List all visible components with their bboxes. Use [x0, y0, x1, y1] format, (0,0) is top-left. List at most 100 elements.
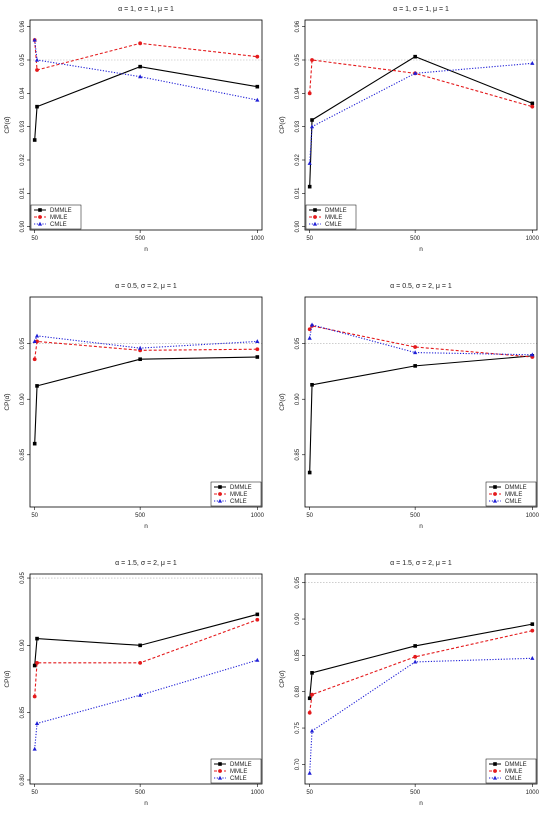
y-tick-label: 0.70 — [295, 758, 301, 770]
data-point-dmmle — [32, 663, 37, 668]
y-tick-label: 0.94 — [295, 87, 301, 99]
data-point-cmle — [34, 721, 40, 726]
data-point-dmmle — [138, 64, 142, 69]
legend-marker — [492, 498, 498, 503]
series-cmle — [32, 37, 260, 102]
y-axis-label: CP(σ̂) — [279, 670, 286, 687]
series-dmmle — [32, 64, 260, 142]
data-point-cmle — [307, 770, 312, 775]
y-tick-label: 0.85 — [20, 706, 26, 718]
series-line-cmle — [309, 324, 533, 356]
y-tick-label: 0.90 — [295, 613, 301, 625]
data-point-mmle — [32, 694, 37, 699]
legend-label: CMLE — [325, 222, 342, 228]
data-point-mmle — [530, 104, 535, 109]
series-dmmle — [32, 355, 260, 446]
data-point-dmmle — [307, 696, 312, 701]
x-tick-label: 50 — [31, 513, 38, 519]
data-point-mmle — [310, 692, 314, 697]
legend-marker — [38, 208, 42, 212]
y-tick-label: 0.94 — [20, 87, 26, 99]
legend-label: MMLE — [230, 769, 247, 775]
series-dmmle — [307, 354, 535, 475]
data-point-cmle — [32, 746, 37, 751]
x-tick-label: 500 — [135, 513, 146, 519]
chart-panel-6: α = 1.5, σ = 2, μ = 1 0.70 0.75 0.80 0.85 0.9… — [279, 560, 540, 807]
y-tick-label: 0.90 — [20, 393, 26, 405]
x-tick-label: 50 — [306, 513, 313, 519]
y-tick-label: 0.85 — [20, 448, 26, 460]
plot-frame — [29, 296, 263, 508]
data-point-cmle — [255, 97, 260, 102]
data-point-mmle — [307, 91, 312, 96]
x-tick-label: 50 — [31, 236, 38, 242]
data-point-mmle — [35, 68, 39, 72]
legend-marker — [493, 485, 497, 489]
y-tick-label: 0.90 — [295, 393, 301, 405]
y-tick-label: 0.85 — [295, 448, 301, 460]
data-point-mmle — [530, 628, 535, 633]
x-tick-label: 50 — [306, 236, 313, 242]
series-line-cmle — [309, 657, 533, 774]
data-point-cmle — [255, 339, 260, 344]
y-tick-label: 0.95 — [295, 337, 301, 349]
series-cmle — [307, 655, 535, 775]
plot-frame — [29, 573, 263, 785]
data-point-dmmle — [530, 622, 535, 626]
legend-label: DMMLE — [50, 208, 72, 214]
series-line-mmle — [34, 340, 258, 360]
data-point-dmmle — [138, 357, 142, 362]
chart-title: α = 0.5, σ = 2, μ = 1 — [115, 283, 177, 290]
series-line-mmle — [309, 59, 533, 108]
plot-frame — [304, 19, 538, 231]
legend-label: DMMLE — [230, 762, 252, 768]
y-tick-label: 0.96 — [295, 20, 301, 32]
y-tick-label: 0.80 — [295, 685, 301, 697]
series-cmle — [307, 61, 535, 165]
x-tick-label: 1000 — [251, 790, 265, 796]
data-point-dmmle — [530, 101, 535, 106]
series-cmle — [32, 657, 260, 751]
y-tick-label: 0.80 — [20, 773, 26, 785]
y-tick-label: 0.91 — [295, 187, 301, 199]
data-point-mmle — [255, 347, 260, 352]
data-point-dmmle — [255, 612, 260, 617]
y-tick-label: 0.92 — [295, 154, 301, 166]
legend-marker — [312, 221, 318, 226]
chart-panel-5: α = 1.5, σ = 2, μ = 1 0.80 0.85 0.90 0.95 50 5… — [4, 560, 265, 807]
data-point-dmmle — [413, 54, 417, 59]
x-tick-label: 500 — [410, 236, 421, 242]
plot-frame — [304, 296, 538, 508]
series-dmmle — [307, 54, 535, 189]
series-dmmle — [32, 612, 260, 668]
plot-frame — [304, 573, 538, 785]
y-tick-label: 0.93 — [295, 120, 301, 132]
series-line-mmle — [34, 39, 258, 71]
legend-marker — [492, 775, 498, 780]
legend-label: MMLE — [325, 215, 342, 221]
series-line-dmmle — [34, 356, 258, 444]
data-point-dmmle — [310, 671, 314, 675]
data-point-mmle — [310, 58, 314, 62]
chart-title: α = 0.5, σ = 2, μ = 1 — [390, 283, 452, 290]
chart-panel-4: α = 0.5, σ = 2, μ = 1 0.85 0.90 0.95 50 500 10… — [279, 283, 540, 530]
data-point-dmmle — [35, 636, 39, 641]
data-point-cmle — [138, 345, 143, 350]
x-tick-label: 500 — [410, 513, 421, 519]
series-mmle — [32, 38, 260, 72]
series-line-mmle — [34, 619, 258, 697]
data-point-dmmle — [310, 382, 314, 387]
y-tick-label: 0.91 — [20, 187, 26, 199]
x-axis-label: n — [144, 800, 148, 807]
legend-label: MMLE — [50, 215, 67, 221]
y-axis-label: CP(σ̂) — [279, 393, 286, 410]
y-tick-label: 0.95 — [20, 572, 26, 584]
series-line-mmle — [309, 325, 533, 358]
y-axis-label: CP(α̂) — [4, 393, 11, 410]
data-point-cmle — [34, 333, 40, 338]
data-point-cmle — [307, 161, 312, 165]
y-tick-label: 0.96 — [20, 20, 26, 32]
